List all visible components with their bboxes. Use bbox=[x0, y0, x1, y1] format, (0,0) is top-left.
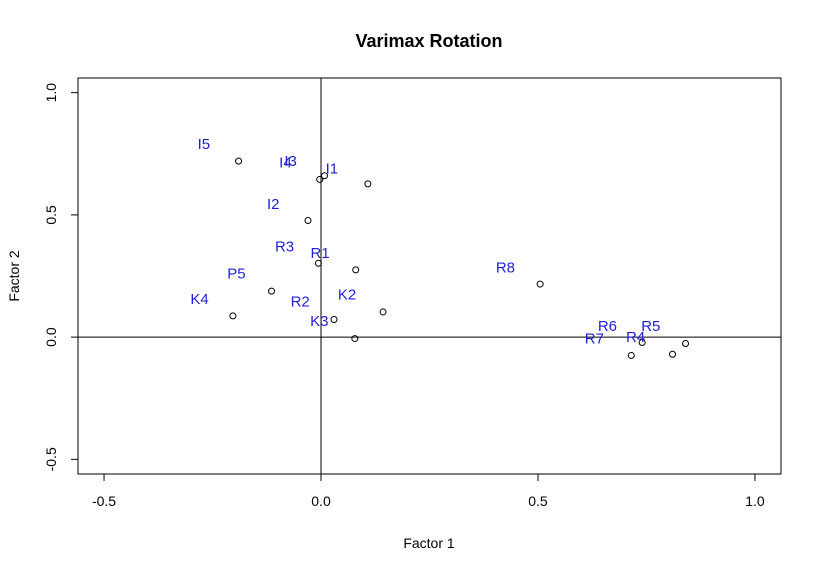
reference-lines bbox=[78, 78, 781, 474]
data-point bbox=[364, 180, 372, 188]
data-point bbox=[627, 351, 635, 359]
y-tick-label: 0.0 bbox=[43, 327, 59, 347]
data-point bbox=[330, 316, 338, 324]
point-label: I4 bbox=[279, 154, 292, 171]
point-label: R5 bbox=[641, 318, 660, 335]
x-axis: -0.5 0.0 0.5 1.0 bbox=[92, 473, 765, 509]
point-label: R3 bbox=[275, 239, 294, 256]
point-label: R2 bbox=[291, 294, 310, 311]
data-point bbox=[682, 339, 690, 347]
point-label: I2 bbox=[267, 196, 280, 213]
point-label: K3 bbox=[310, 313, 328, 330]
point-label: R8 bbox=[496, 259, 515, 276]
data-point bbox=[379, 308, 387, 316]
chart-title: Varimax Rotation bbox=[355, 31, 502, 51]
data-point bbox=[304, 217, 312, 225]
y-axis-title: Factor 2 bbox=[6, 250, 22, 302]
point-label: I3 bbox=[284, 153, 297, 170]
x-tick-label: 0.5 bbox=[528, 493, 548, 509]
point-label: K2 bbox=[338, 286, 356, 303]
data-point bbox=[669, 350, 677, 358]
data-point bbox=[320, 172, 328, 180]
point-label: R1 bbox=[311, 245, 330, 262]
data-point bbox=[351, 335, 359, 343]
x-axis-title: Factor 1 bbox=[403, 535, 455, 551]
point-label: I1 bbox=[326, 160, 339, 177]
point-label: P5 bbox=[227, 266, 245, 283]
y-tick-label: -0.5 bbox=[43, 447, 59, 471]
x-tick-label: -0.5 bbox=[92, 493, 116, 509]
point-label: I5 bbox=[198, 136, 211, 153]
data-point bbox=[314, 259, 322, 267]
data-point bbox=[268, 287, 276, 295]
data-point bbox=[235, 157, 243, 165]
point-label: R7 bbox=[585, 330, 604, 347]
y-tick-label: 1.0 bbox=[43, 83, 59, 103]
data-point bbox=[536, 280, 544, 288]
point-label: R6 bbox=[598, 318, 617, 335]
data-point bbox=[352, 266, 360, 274]
x-tick-label: 1.0 bbox=[745, 493, 765, 509]
y-axis: -0.5 0.0 0.5 1.0 bbox=[43, 83, 79, 471]
x-tick-label: 0.0 bbox=[311, 493, 331, 509]
data-point bbox=[638, 338, 646, 346]
y-tick-label: 0.5 bbox=[43, 205, 59, 225]
data-points bbox=[229, 157, 690, 359]
point-label: R4 bbox=[626, 329, 645, 346]
plot-frame bbox=[77, 77, 782, 475]
point-label: K4 bbox=[190, 291, 208, 308]
data-point bbox=[316, 175, 324, 183]
data-point bbox=[229, 312, 237, 320]
